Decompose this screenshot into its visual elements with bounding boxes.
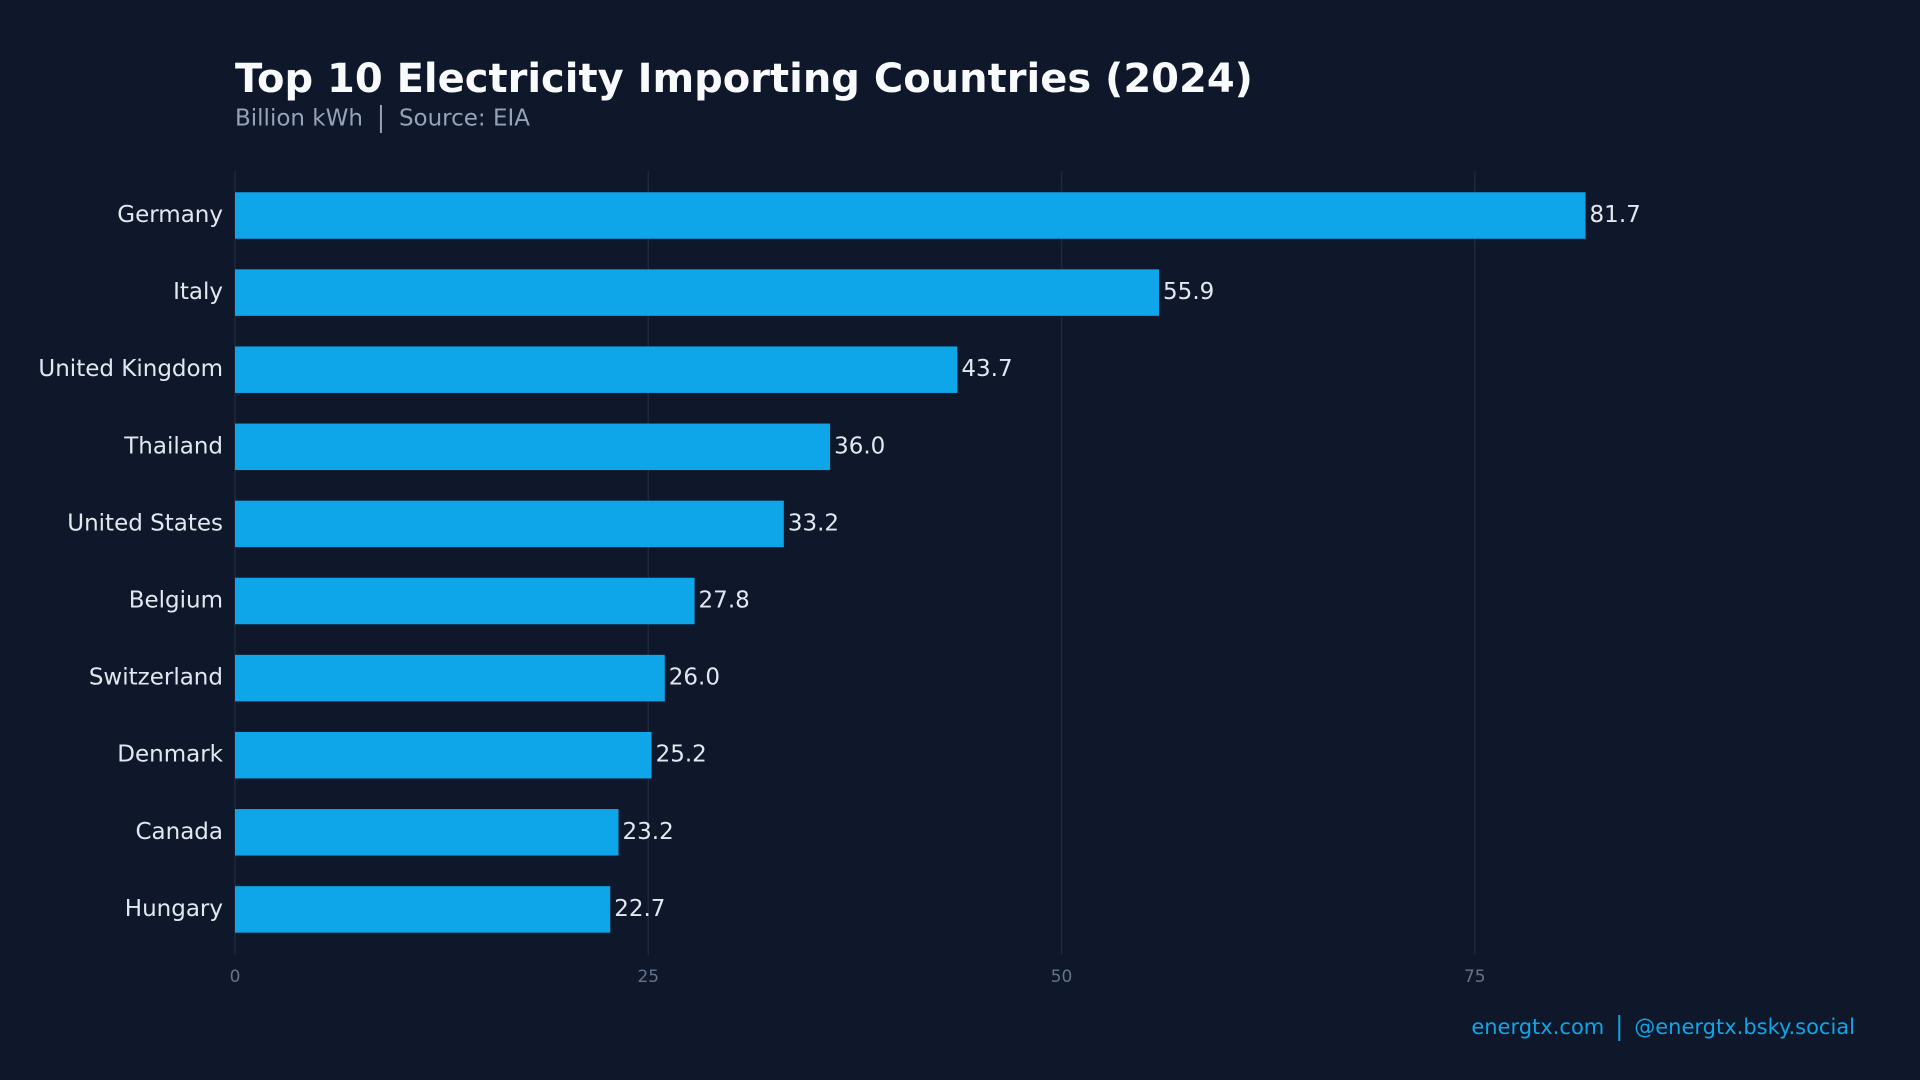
y-tick-label: Belgium — [129, 588, 223, 614]
bar — [235, 731, 652, 779]
bar — [235, 654, 665, 702]
footer-site: energtx.com — [1471, 1015, 1604, 1039]
data-label: 22.7 — [614, 896, 665, 922]
x-tick-label: 0 — [230, 967, 241, 987]
footer-handle: @energtx.bsky.social — [1634, 1015, 1855, 1039]
data-label: 33.2 — [788, 510, 839, 536]
y-tick-label: Switzerland — [89, 665, 223, 691]
data-label: 36.0 — [834, 433, 885, 459]
y-tick-label: Italy — [173, 279, 223, 305]
subtitle-unit: Billion kWh — [235, 106, 363, 132]
y-tick-label: Hungary — [125, 896, 223, 922]
y-tick-label: Canada — [135, 819, 223, 845]
bar — [235, 269, 1160, 316]
x-tick-label: 75 — [1464, 967, 1486, 987]
bar — [235, 346, 958, 393]
subtitle-source: Source: EIA — [399, 106, 530, 132]
data-label: 23.2 — [623, 819, 674, 845]
y-tick-label: United Kingdom — [38, 356, 223, 382]
data-label: 55.9 — [1163, 279, 1214, 305]
data-label: 43.7 — [961, 356, 1012, 382]
chart-title: Top 10 Electricity Importing Countries (… — [235, 56, 1253, 102]
data-label: 27.8 — [699, 588, 750, 614]
x-tick-label: 50 — [1051, 967, 1073, 987]
y-tick-label: Germany — [117, 202, 223, 228]
bars: Germany 81.7 Italy 55.9 United Kingdom 43.7 Th… — [38, 192, 1641, 933]
bar — [235, 886, 611, 933]
y-tick-label: Denmark — [117, 742, 223, 768]
data-label: 81.7 — [1590, 202, 1641, 228]
bar — [235, 192, 1586, 239]
x-tick-label: 25 — [637, 967, 659, 987]
y-tick-label: Thailand — [123, 433, 223, 459]
bar — [235, 423, 831, 471]
bar — [235, 500, 784, 548]
bar — [235, 577, 695, 625]
y-tick-label: United States — [67, 510, 223, 536]
data-label: 26.0 — [669, 665, 720, 691]
bar — [235, 809, 619, 856]
data-label: 25.2 — [656, 742, 707, 768]
